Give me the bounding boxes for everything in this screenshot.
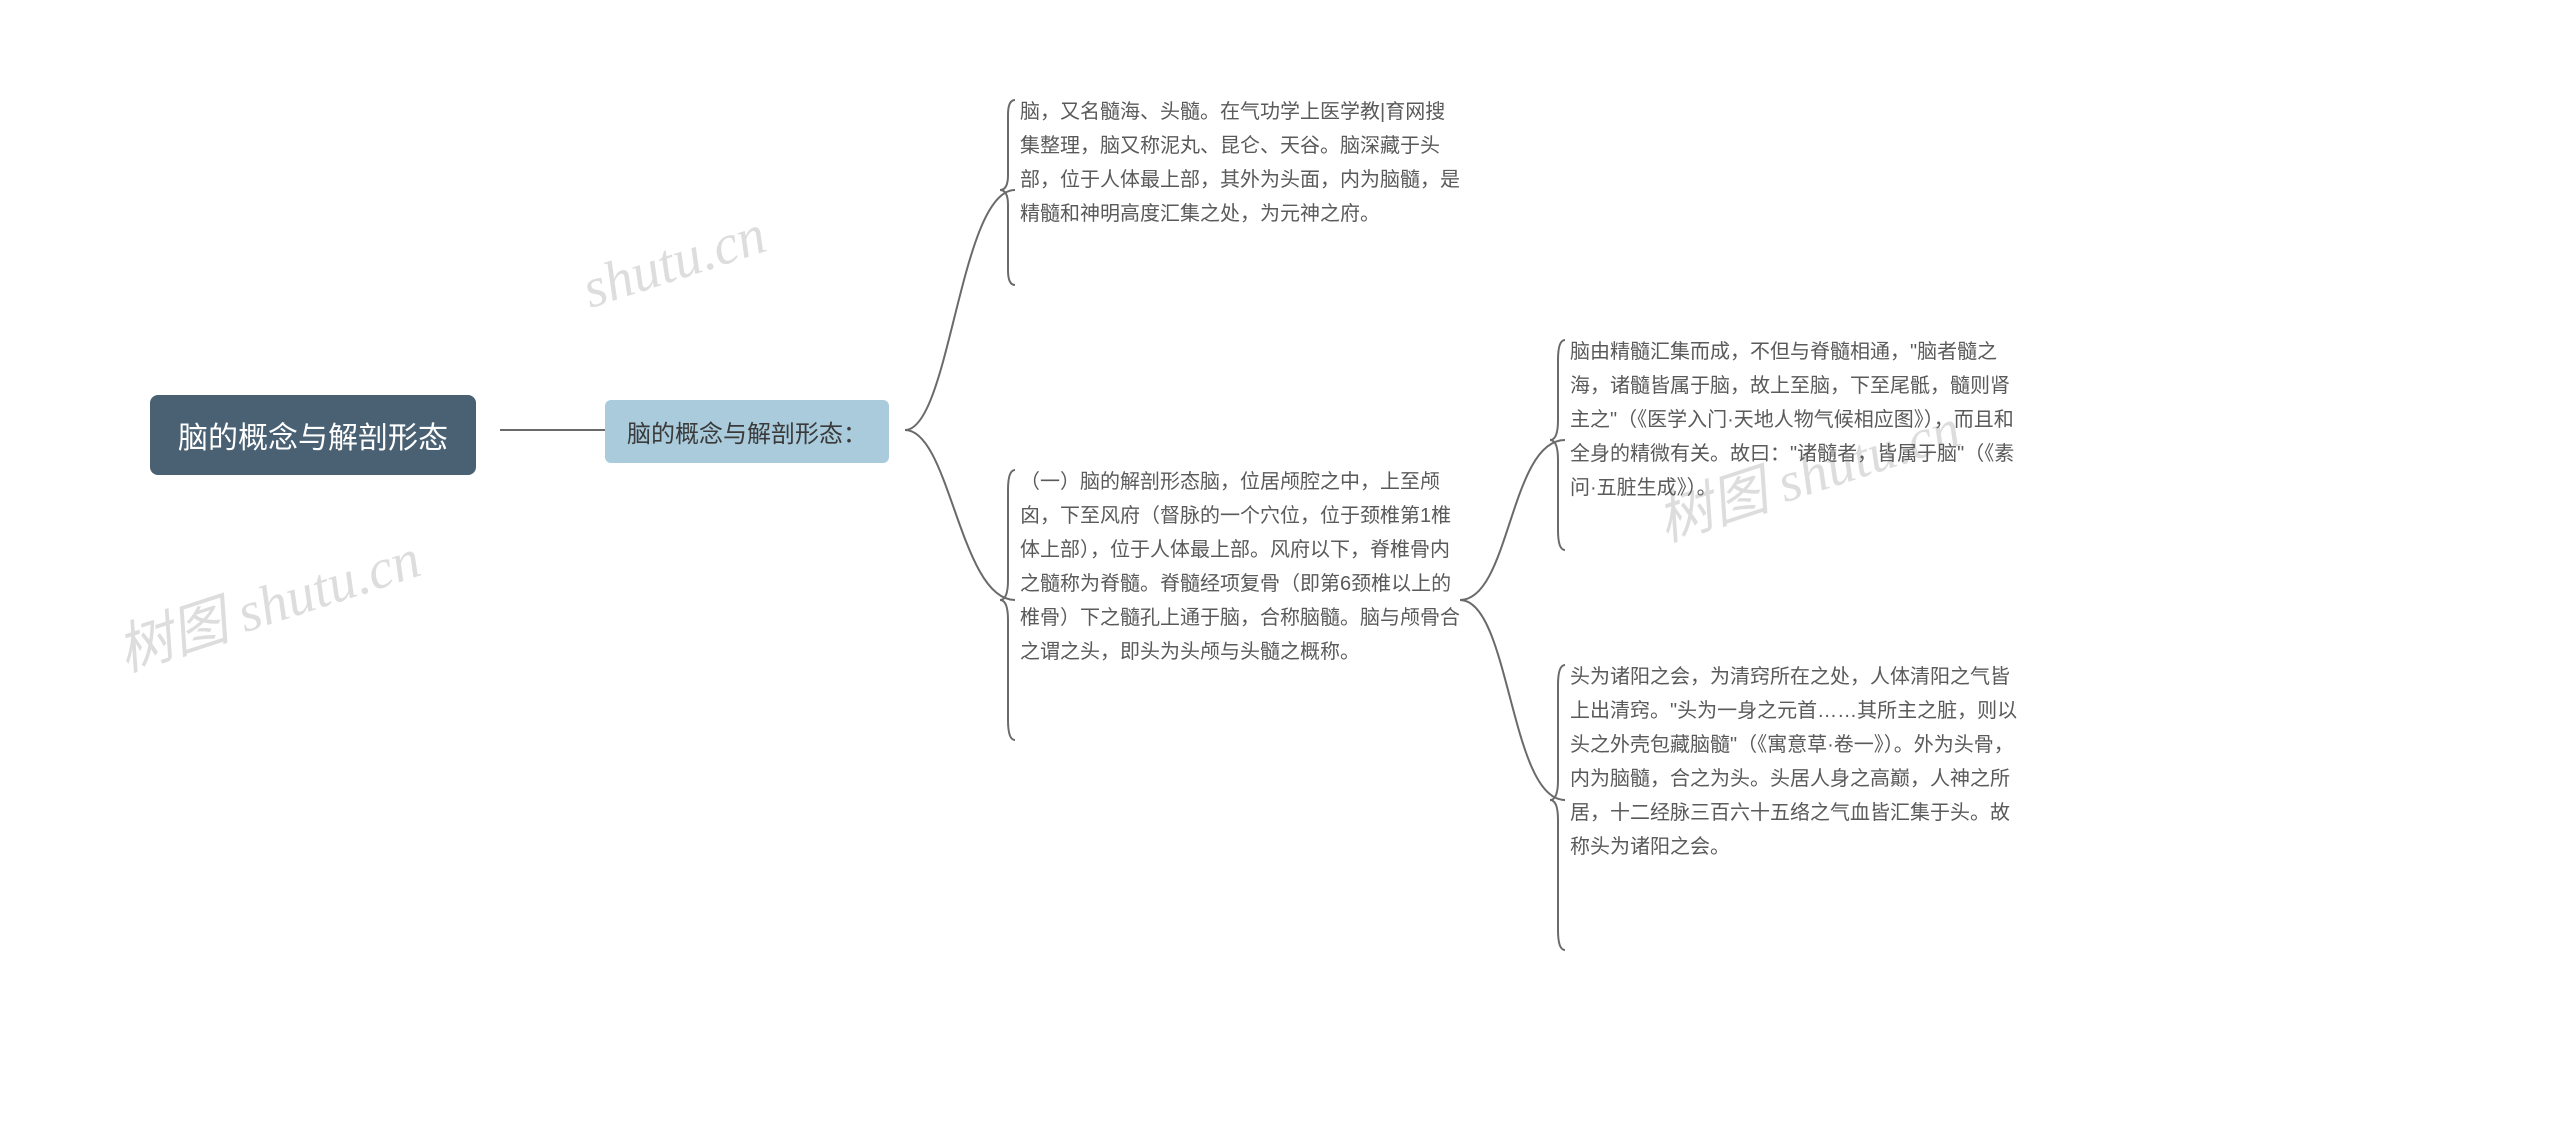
watermark: shutu.cn — [575, 202, 774, 321]
level1-label: 脑的概念与解剖形态： — [627, 414, 867, 449]
leaf-text: 脑由精髓汇集而成，不但与脊髓相通，"脑者髓之海，诸髓皆属于脑，故上至脑，下至尾骶… — [1570, 335, 2020, 505]
leaf-node[interactable]: 脑由精髓汇集而成，不但与脊髓相通，"脑者髓之海，诸髓皆属于脑，故上至脑，下至尾骶… — [1570, 335, 2020, 505]
root-label: 脑的概念与解剖形态 — [178, 413, 448, 457]
leaf-node[interactable]: （一）脑的解剖形态脑，位居颅腔之中，上至颅囟，下至风府（督脉的一个穴位，位于颈椎… — [1020, 465, 1460, 669]
mindmap-canvas: 树图 shutu.cn shutu.cn 树图 shutu.cn 脑的概念与解剖… — [0, 0, 2560, 1142]
leaf-text: 头为诸阳之会，为清窍所在之处，人体清阳之气皆上出清窍。"头为一身之元首……其所主… — [1570, 660, 2020, 864]
leaf-node[interactable]: 脑，又名髓海、头髓。在气功学上医学教|育网搜集整理，脑又称泥丸、昆仑、天谷。脑深… — [1020, 95, 1460, 231]
level1-node[interactable]: 脑的概念与解剖形态： — [605, 400, 889, 463]
leaf-text: 脑，又名髓海、头髓。在气功学上医学教|育网搜集整理，脑又称泥丸、昆仑、天谷。脑深… — [1020, 95, 1460, 231]
leaf-node[interactable]: 头为诸阳之会，为清窍所在之处，人体清阳之气皆上出清窍。"头为一身之元首……其所主… — [1570, 660, 2020, 864]
watermark: 树图 shutu.cn — [105, 513, 429, 687]
root-node[interactable]: 脑的概念与解剖形态 — [150, 395, 476, 475]
leaf-text: （一）脑的解剖形态脑，位居颅腔之中，上至颅囟，下至风府（督脉的一个穴位，位于颈椎… — [1020, 465, 1460, 669]
